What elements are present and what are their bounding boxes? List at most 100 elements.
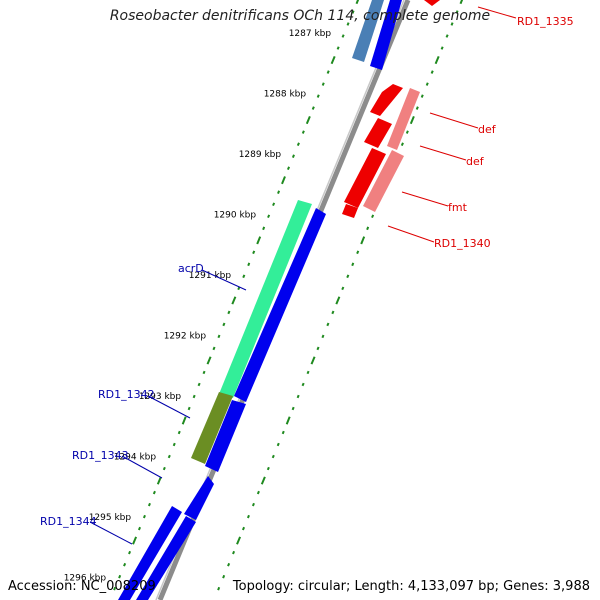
outer-tick xyxy=(415,106,419,110)
outer-tick xyxy=(276,442,280,447)
inner-tick xyxy=(231,296,237,305)
scale-label: 1294 kbp xyxy=(114,453,157,463)
gene-steel-top[interactable] xyxy=(352,0,384,62)
inner-tick xyxy=(212,346,216,351)
scale-label: 1290 kbp xyxy=(214,211,257,221)
inner-tick xyxy=(172,442,176,447)
forward-strand-genes xyxy=(118,0,402,600)
inner-tick xyxy=(247,262,251,267)
outer-tick xyxy=(459,0,464,5)
outer-tick xyxy=(430,70,434,74)
inner-tick xyxy=(118,574,122,579)
inner-tick xyxy=(113,586,117,591)
outer-tick xyxy=(371,214,375,219)
inner-tick xyxy=(267,214,271,219)
outer-tick xyxy=(227,562,231,567)
inner-tick xyxy=(177,430,181,435)
gene-forward-top[interactable] xyxy=(370,0,402,70)
inner-tick xyxy=(142,514,146,519)
outer-tick xyxy=(400,142,404,146)
inner-tick xyxy=(321,82,325,86)
genome-title: Roseobacter denitrificans OCh 114, compl… xyxy=(109,8,491,24)
inner-tick xyxy=(330,56,336,65)
outer-tick xyxy=(425,82,429,86)
inner-tick xyxy=(167,454,171,459)
gene-forward-1342[interactable] xyxy=(205,400,246,472)
label-def-b: def xyxy=(466,155,485,168)
outer-tick xyxy=(445,34,449,38)
gene-rd1-1335[interactable] xyxy=(424,0,440,6)
label-rd1-1335: RD1_1335 xyxy=(517,15,574,28)
outer-tick xyxy=(434,56,440,65)
gene-label-layer: RD1_1335 def def fmt RD1_1340 acrD RD1_1… xyxy=(40,15,574,528)
scale-label: 1287 kbp xyxy=(289,29,332,39)
inner-tick xyxy=(192,394,196,399)
outer-tick xyxy=(331,310,335,315)
inner-tick xyxy=(316,94,320,98)
inner-tick xyxy=(296,142,300,146)
inner-tick xyxy=(262,226,266,231)
outer-tick xyxy=(409,116,415,125)
inner-tick xyxy=(355,0,360,5)
outer-tick xyxy=(232,550,236,555)
outer-tick xyxy=(222,574,226,579)
inner-tick xyxy=(305,116,311,125)
label-fmt: fmt xyxy=(448,201,468,214)
gene-acrD[interactable] xyxy=(219,200,312,398)
outer-tick xyxy=(351,262,355,267)
inner-tick xyxy=(206,356,212,365)
gene-forward-1343[interactable] xyxy=(184,476,214,520)
inner-tick-track xyxy=(113,0,360,591)
inner-tick xyxy=(351,10,355,14)
inner-tick xyxy=(187,406,191,411)
inner-tick xyxy=(132,536,138,545)
gene-olive[interactable] xyxy=(191,392,233,464)
outer-tick xyxy=(450,22,454,26)
scale-labels: 1287 kbp 1288 kbp 1289 kbp 1290 kbp 1291 kbp… xyxy=(64,29,332,584)
inner-tick xyxy=(286,166,291,170)
outer-tick xyxy=(346,274,350,279)
outer-tick xyxy=(241,526,246,531)
label-rd1-1343: RD1_1343 xyxy=(72,449,129,462)
outer-tick xyxy=(291,406,295,411)
outer-tick xyxy=(341,286,345,291)
inner-tick xyxy=(291,154,295,158)
outer-tick xyxy=(405,130,409,134)
gene-def-a[interactable] xyxy=(370,84,403,116)
outer-tick xyxy=(440,46,444,50)
outer-tick xyxy=(360,236,366,245)
label-acrD: acrD xyxy=(178,262,204,275)
inner-tick xyxy=(217,334,221,339)
outer-tick xyxy=(321,334,325,339)
gene-def-a-light[interactable] xyxy=(387,88,420,150)
inner-tick xyxy=(128,550,132,555)
gene-forward-1345[interactable] xyxy=(136,516,196,600)
inner-tick xyxy=(242,274,246,279)
inner-tick xyxy=(346,22,350,26)
outer-tick xyxy=(306,370,310,375)
inner-tick xyxy=(326,70,330,74)
gene-forward-1341[interactable] xyxy=(234,208,326,402)
reverse-strand-genes xyxy=(342,0,440,218)
inner-tick xyxy=(147,502,151,507)
outer-tick xyxy=(420,94,424,98)
inner-tick xyxy=(301,130,305,134)
outer-tick xyxy=(271,454,275,459)
label-rd1-1344: RD1_1344 xyxy=(40,515,97,528)
inner-tick xyxy=(156,476,162,485)
scale-label: 1296 kbp xyxy=(64,574,107,584)
inner-tick xyxy=(311,106,315,110)
inner-tick xyxy=(123,562,127,567)
gene-rd1-1340[interactable] xyxy=(342,204,358,218)
outer-tick xyxy=(316,346,320,351)
gene-def-b[interactable] xyxy=(364,118,392,148)
inner-tick xyxy=(181,416,187,425)
outer-tick xyxy=(356,250,360,255)
gene-fmt-light[interactable] xyxy=(363,150,404,212)
gene-forward-1344[interactable] xyxy=(118,506,182,600)
gene-fmt[interactable] xyxy=(344,148,386,208)
inner-tick xyxy=(162,466,166,471)
outer-tick xyxy=(296,394,300,399)
outer-tick xyxy=(217,586,221,591)
